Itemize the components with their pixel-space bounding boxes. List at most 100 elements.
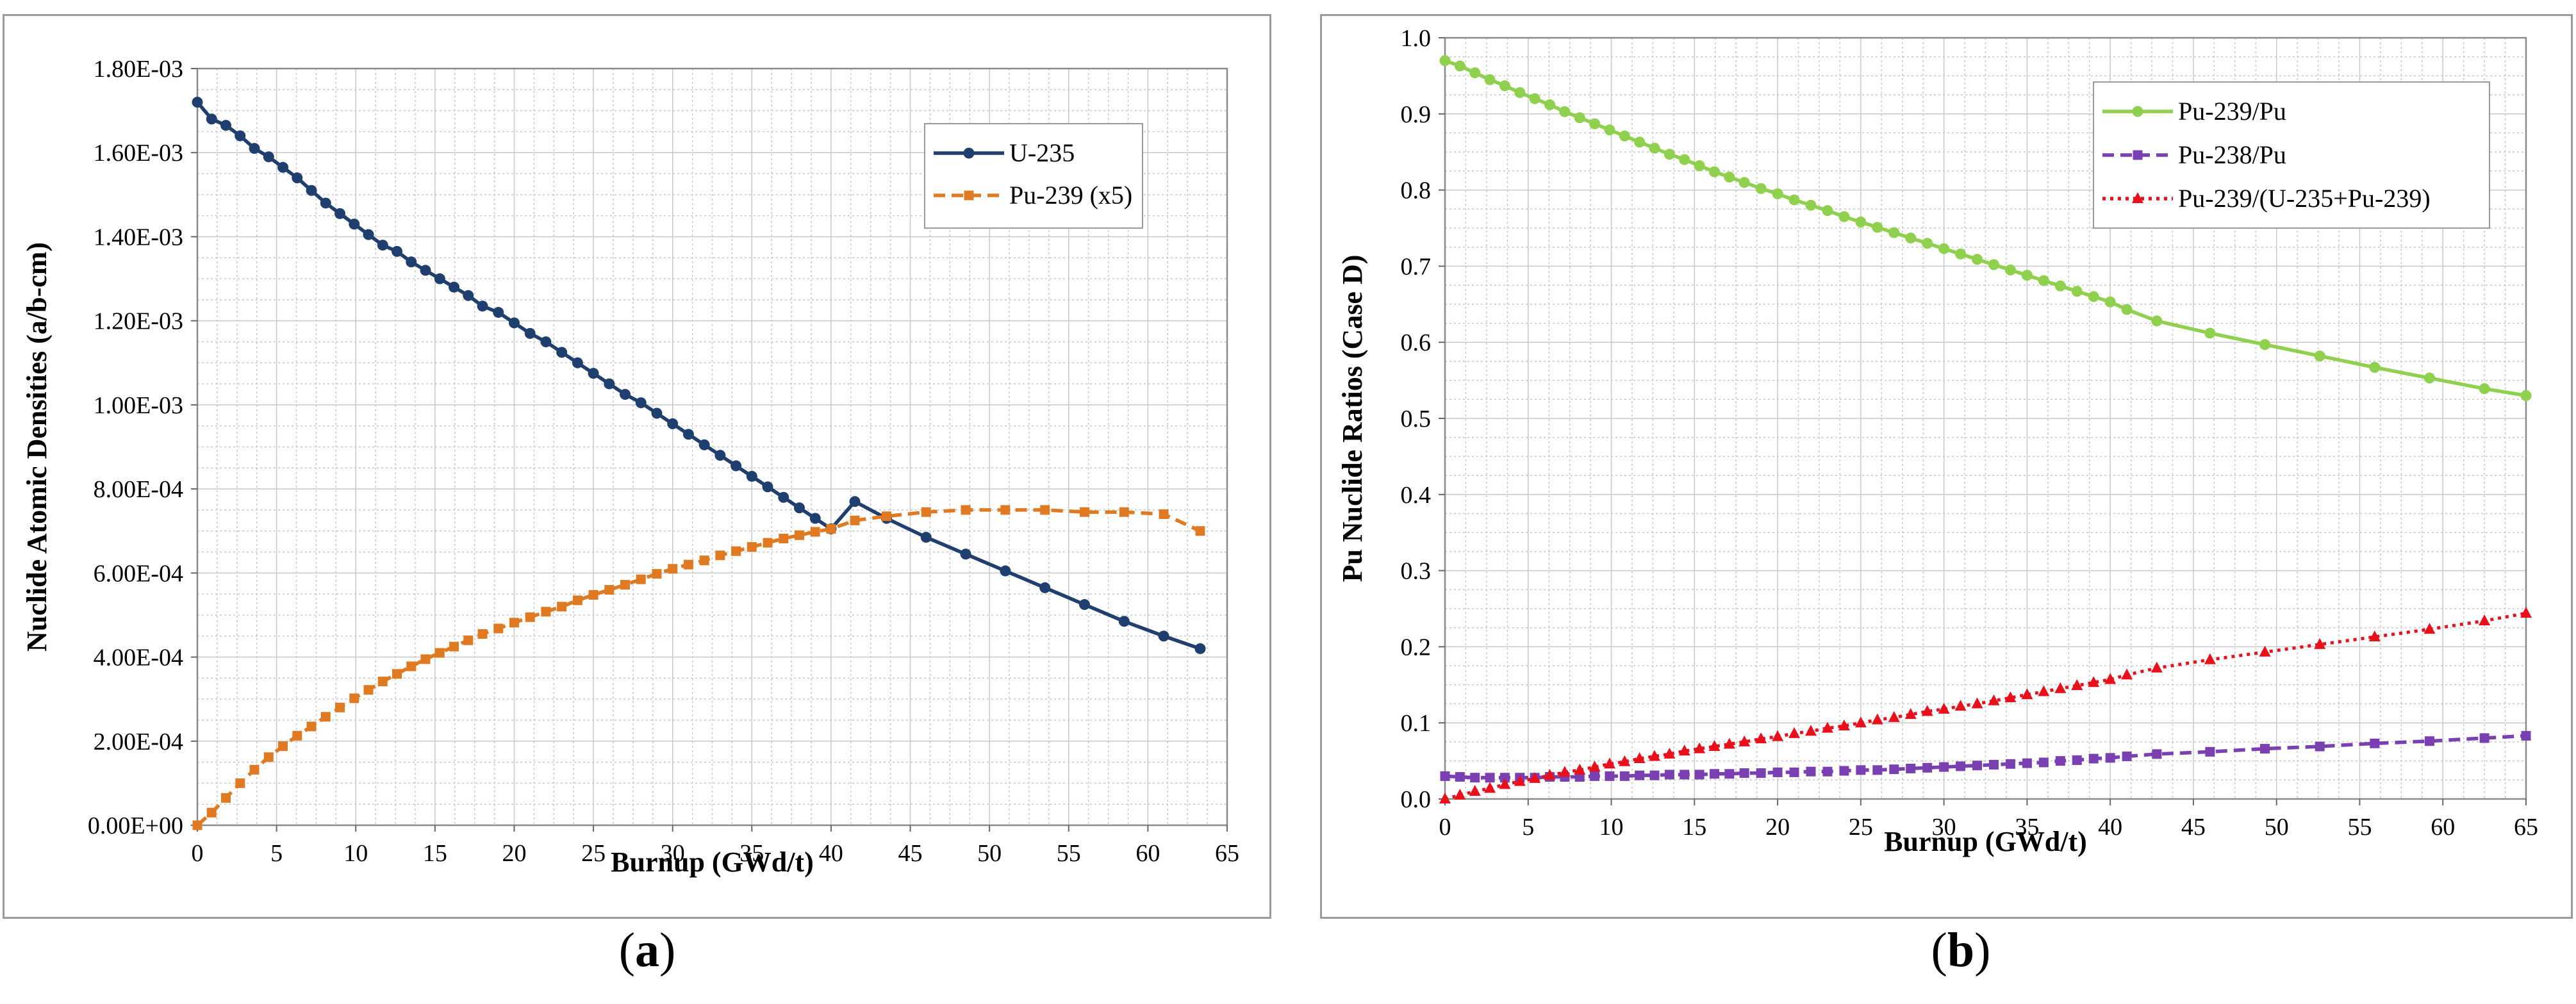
y-tick-label: 0.9 (1401, 101, 1432, 128)
x-tick-label: 30 (661, 840, 685, 867)
data-point (434, 648, 445, 658)
data-point (541, 607, 551, 617)
y-tick-label: 4.00E-04 (94, 645, 183, 671)
y-tick-label: 2.00E-04 (94, 728, 183, 755)
series-pu-239-pu (1439, 55, 2532, 401)
data-point (493, 623, 504, 634)
y-tick-label: 0.00E+00 (88, 812, 183, 839)
data-point (2038, 685, 2050, 696)
data-point (2520, 607, 2532, 618)
panel-a-caption: (a) (618, 923, 676, 977)
data-point (2054, 280, 2066, 292)
chart-panel-a: 0 5 10 15 20 25 30 35 40 45 50 55 60 65 0.00E+00 2.00E-… (21, 56, 1239, 878)
data-point (2259, 339, 2271, 350)
data-point (920, 532, 932, 543)
data-point (2315, 741, 2325, 752)
y-tick-label: 0.7 (1401, 253, 1432, 280)
data-point (1772, 188, 1783, 200)
data-point (2424, 736, 2434, 746)
data-point (1906, 763, 1916, 773)
data-point (2423, 623, 2436, 634)
x-axis-title: Burnup (GWd/t) (611, 846, 814, 878)
data-point (2104, 296, 2116, 308)
data-point (363, 229, 374, 240)
data-point (1484, 74, 1496, 85)
data-point (2151, 661, 2163, 673)
data-point (1788, 727, 1801, 738)
data-point (1956, 761, 1966, 771)
series-pu-239-x5- (192, 505, 1205, 830)
data-point (1905, 232, 1917, 243)
data-point (1603, 757, 1615, 769)
data-point (1634, 136, 1646, 148)
data-point (1888, 711, 1900, 722)
x-tick-label: 45 (898, 840, 923, 867)
data-point (682, 429, 694, 440)
data-point (463, 290, 474, 301)
data-point (1039, 582, 1051, 593)
x-axis-title: Burnup (GWd/t) (1884, 826, 2087, 857)
x-tick-label: 20 (1765, 814, 1790, 841)
data-point (1499, 773, 1510, 783)
data-point (1619, 130, 1630, 142)
data-point (683, 559, 693, 570)
data-point (1955, 248, 1967, 259)
data-point (2368, 630, 2381, 641)
data-point (1694, 160, 1705, 172)
data-point (2021, 270, 2033, 281)
data-point (1455, 772, 1465, 782)
x-tick-label: 5 (270, 840, 283, 867)
data-point (794, 530, 804, 540)
data-point (1806, 766, 1816, 777)
data-point (1971, 697, 1983, 709)
data-point (588, 368, 599, 379)
data-point (2005, 759, 2015, 769)
data-point (652, 569, 662, 579)
data-point (221, 793, 231, 803)
y-axis-title: Pu Nuclide Ratios (Case D) (1337, 255, 1368, 582)
data-point (1619, 771, 1630, 781)
legend-box (924, 123, 1143, 229)
data-point (2104, 673, 2117, 684)
data-point (2260, 744, 2270, 754)
data-point (2121, 668, 2133, 680)
data-point (1838, 211, 1850, 222)
data-point (2521, 730, 2531, 741)
data-point (572, 595, 582, 605)
data-point (420, 654, 431, 664)
series-u-235 (192, 96, 1206, 654)
data-point (335, 702, 345, 712)
data-point (2204, 327, 2216, 339)
data-point (493, 307, 504, 318)
data-point (1574, 112, 1585, 124)
y-tick-label: 1.00E-03 (94, 392, 183, 419)
data-point (1872, 222, 1883, 233)
x-tick-label: 60 (2431, 814, 2455, 841)
data-point (1485, 773, 1495, 783)
y-tick-label: 0.6 (1401, 329, 1432, 356)
y-tick-label: 0.3 (1401, 558, 1432, 585)
data-point (1988, 694, 2000, 705)
data-point (1889, 764, 1899, 775)
data-point (1439, 793, 1451, 803)
data-point (392, 245, 403, 257)
y-tick-label: 0.0 (1401, 786, 1432, 813)
data-point (1158, 630, 1169, 642)
data-point (961, 505, 971, 515)
x-tick-label: 50 (2265, 814, 2289, 841)
legend-label: Pu-239/Pu (2178, 97, 2286, 126)
data-point (1574, 763, 1586, 775)
data-point (277, 161, 289, 173)
data-point (1822, 205, 1833, 217)
data-point (2151, 315, 2163, 327)
data-point (572, 357, 583, 368)
data-point (2259, 645, 2271, 657)
data-point (306, 185, 317, 196)
y-tick-label: 1.0 (1401, 25, 1432, 52)
data-point (1739, 768, 1749, 778)
data-point (1589, 118, 1601, 129)
data-point (715, 550, 725, 561)
data-point (420, 265, 431, 276)
x-tick-label: 65 (1215, 840, 1239, 867)
data-point (235, 130, 246, 142)
